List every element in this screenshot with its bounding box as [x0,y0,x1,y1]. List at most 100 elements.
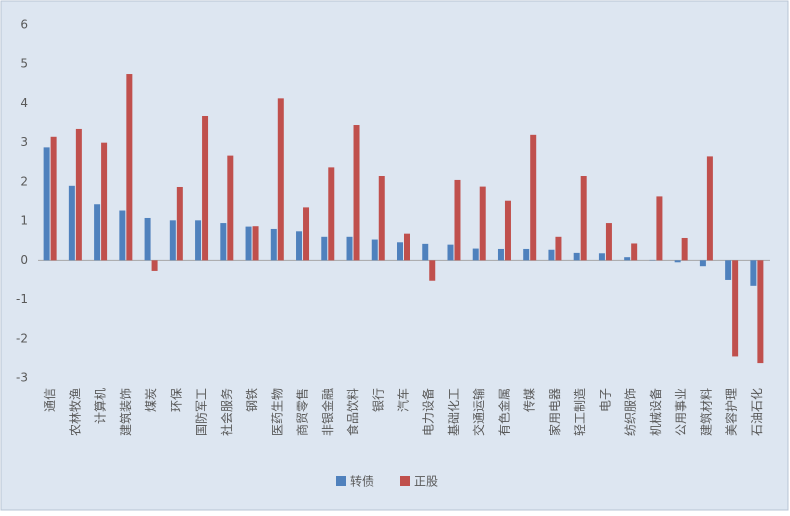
bar [675,260,681,262]
x-tick-label: 食品饮料 [345,388,360,436]
bar [656,196,662,260]
bar [278,98,284,260]
bar [725,260,731,280]
y-tick-label: 2 [20,174,28,188]
x-tick-label: 农林牧渔 [68,388,82,436]
bar [624,257,630,260]
legend-label: 正股 [414,475,438,489]
bar [397,242,403,260]
y-tick-label: 6 [20,18,28,32]
bar [328,167,334,260]
bar [177,187,183,260]
x-tick-label: 公用事业 [674,388,688,436]
bar [220,223,226,260]
bar [606,223,612,260]
x-tick-label: 银行 [371,388,385,412]
bar [170,220,176,260]
bar [321,237,327,261]
bar [69,186,75,261]
x-tick-label: 家用电器 [547,388,562,436]
bar [296,231,302,260]
legend-swatch [400,476,410,486]
x-tick-label: 美容护理 [724,388,739,436]
bar [101,143,107,261]
bar [523,249,529,260]
x-tick-label: 石油石化 [750,388,764,436]
x-tick-label: 钢铁 [245,388,259,412]
bar [94,204,100,260]
y-tick-label: 0 [20,253,28,267]
x-tick-label: 国防军工 [194,388,209,436]
y-tick-label: 4 [20,96,28,110]
bar [530,135,536,261]
bar [253,226,259,260]
bar [246,227,252,261]
bar [480,187,486,261]
legend-swatch [336,476,346,486]
y-tick-label: 1 [20,214,28,228]
y-tick-label: -1 [16,292,28,306]
x-tick-label: 有色金属 [496,388,511,436]
bar [379,176,385,260]
bar [404,234,410,261]
bar [707,156,713,260]
bar [145,218,151,260]
bar [682,238,688,260]
y-tick-label: -2 [16,331,28,345]
x-tick-label: 环保 [169,388,183,412]
bar [76,129,82,260]
x-tick-label: 汽车 [396,388,411,412]
bar [574,253,580,260]
bar [599,253,605,260]
bar [152,260,158,271]
bar [202,116,208,260]
bar [422,244,428,260]
y-tick-label: 5 [20,57,28,71]
bar [631,243,637,260]
bar [303,207,309,260]
x-tick-label: 纺织服饰 [624,388,638,436]
bar [119,211,125,261]
x-tick-label: 非银金融 [320,388,335,436]
bar [732,260,738,356]
x-tick-label: 轻工制造 [573,388,587,436]
legend-label: 转债 [350,474,374,489]
bar [700,260,706,266]
bar [195,220,201,260]
bar [548,250,554,261]
x-tick-label: 商贸零售 [295,388,310,436]
bar [454,180,460,260]
x-tick-label: 建筑装饰 [118,388,133,436]
x-tick-label: 建筑材料 [698,388,713,436]
bar [505,201,511,261]
x-tick-label: 社会服务 [219,388,234,436]
bar [757,260,763,363]
bar [372,240,378,261]
bar [51,137,57,261]
bar [473,249,479,261]
bar [347,237,353,261]
x-tick-label: 机械设备 [648,388,663,436]
bar [354,125,360,260]
bar [429,260,435,280]
x-tick-label: 医药生物 [270,388,284,436]
x-tick-label: 电力设备 [422,388,436,436]
bar [44,147,50,260]
bar [271,229,277,260]
bar [750,260,756,285]
bar [555,237,561,261]
x-tick-label: 通信 [43,388,57,412]
bar [227,156,233,261]
y-tick-label: 3 [20,135,28,149]
bar [498,249,504,260]
x-tick-label: 交通运输 [471,388,486,436]
bar [447,245,453,261]
y-tick-label: -3 [16,371,28,385]
x-tick-label: 煤炭 [144,388,158,412]
bar [581,176,587,260]
x-tick-label: 基础化工 [447,388,461,436]
x-tick-label: 传媒 [522,388,537,412]
x-tick-label: 计算机 [93,388,108,424]
bar [126,74,132,260]
